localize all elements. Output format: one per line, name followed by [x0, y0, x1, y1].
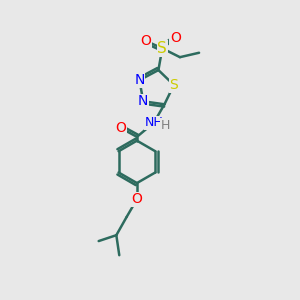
Text: S: S	[158, 41, 167, 56]
Text: O: O	[141, 34, 152, 48]
Text: NH: NH	[145, 116, 163, 129]
Text: O: O	[170, 31, 181, 45]
Text: O: O	[131, 192, 142, 206]
Text: O: O	[115, 121, 126, 135]
Text: S: S	[169, 78, 178, 92]
Text: N: N	[138, 94, 148, 108]
Text: N: N	[134, 73, 145, 87]
Text: H: H	[161, 119, 170, 132]
